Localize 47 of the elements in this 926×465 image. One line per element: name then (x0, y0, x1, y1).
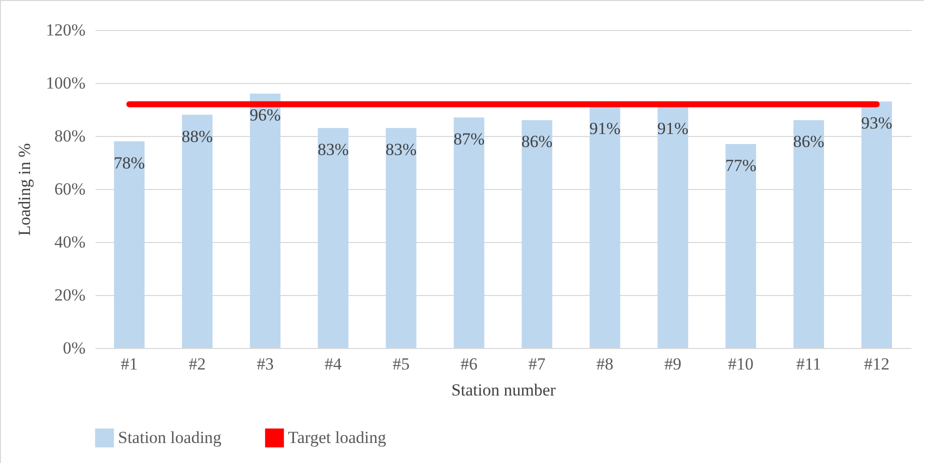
x-tick-label: #3 (256, 354, 274, 374)
y-tick-label: 0% (62, 338, 86, 358)
legend-label: Target loading (288, 428, 387, 447)
x-tick-label: #4 (324, 354, 342, 374)
x-tick-label: #9 (664, 354, 682, 374)
bar (318, 128, 348, 348)
x-tick-label: #11 (796, 354, 822, 374)
data-label: 93% (861, 114, 892, 133)
data-label: 86% (521, 132, 553, 152)
x-tick-label: #7 (528, 354, 546, 374)
x-tick-label: #10 (728, 354, 754, 374)
bar (250, 94, 280, 348)
data-label: 96% (250, 106, 281, 125)
x-tick-label: #12 (864, 354, 890, 374)
bar (590, 106, 620, 348)
bar (658, 106, 688, 348)
y-tick-label: 20% (54, 286, 86, 304)
y-tick-label: 40% (54, 232, 86, 252)
x-tick-label: #5 (392, 354, 410, 374)
x-tick-label: #6 (460, 354, 478, 374)
bar (861, 102, 892, 348)
y-tick-label: 120% (46, 20, 86, 40)
y-tick-label: 100% (46, 74, 86, 92)
bar (386, 128, 416, 348)
data-label: 88% (182, 126, 213, 146)
data-label: 87% (453, 129, 485, 148)
bar (726, 144, 756, 348)
x-tick-label: #2 (188, 354, 206, 374)
data-label: 91% (589, 118, 620, 138)
data-label: 78% (114, 153, 145, 172)
legend-label: Station loading (118, 428, 222, 447)
x-tick-label: #8 (596, 354, 614, 374)
y-axis-title: Loading in % (14, 143, 34, 236)
bar (454, 117, 484, 348)
data-label: 91% (657, 118, 688, 138)
data-label: 83% (318, 140, 349, 160)
data-label: 77% (725, 156, 756, 175)
data-label: 83% (386, 140, 417, 160)
y-tick-label: 80% (54, 126, 86, 146)
bar (182, 114, 213, 348)
bar (114, 141, 145, 348)
y-tick-label: 60% (54, 180, 86, 198)
bar (522, 120, 552, 348)
x-tick-label: #1 (120, 354, 138, 374)
x-axis-title: Station number (451, 380, 556, 400)
bar (793, 120, 824, 348)
data-label: 86% (793, 132, 824, 152)
